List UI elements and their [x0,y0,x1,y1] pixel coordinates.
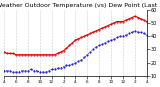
Title: Milwaukee Weather Outdoor Temperature (vs) Dew Point (Last 24 Hours): Milwaukee Weather Outdoor Temperature (v… [0,3,160,8]
